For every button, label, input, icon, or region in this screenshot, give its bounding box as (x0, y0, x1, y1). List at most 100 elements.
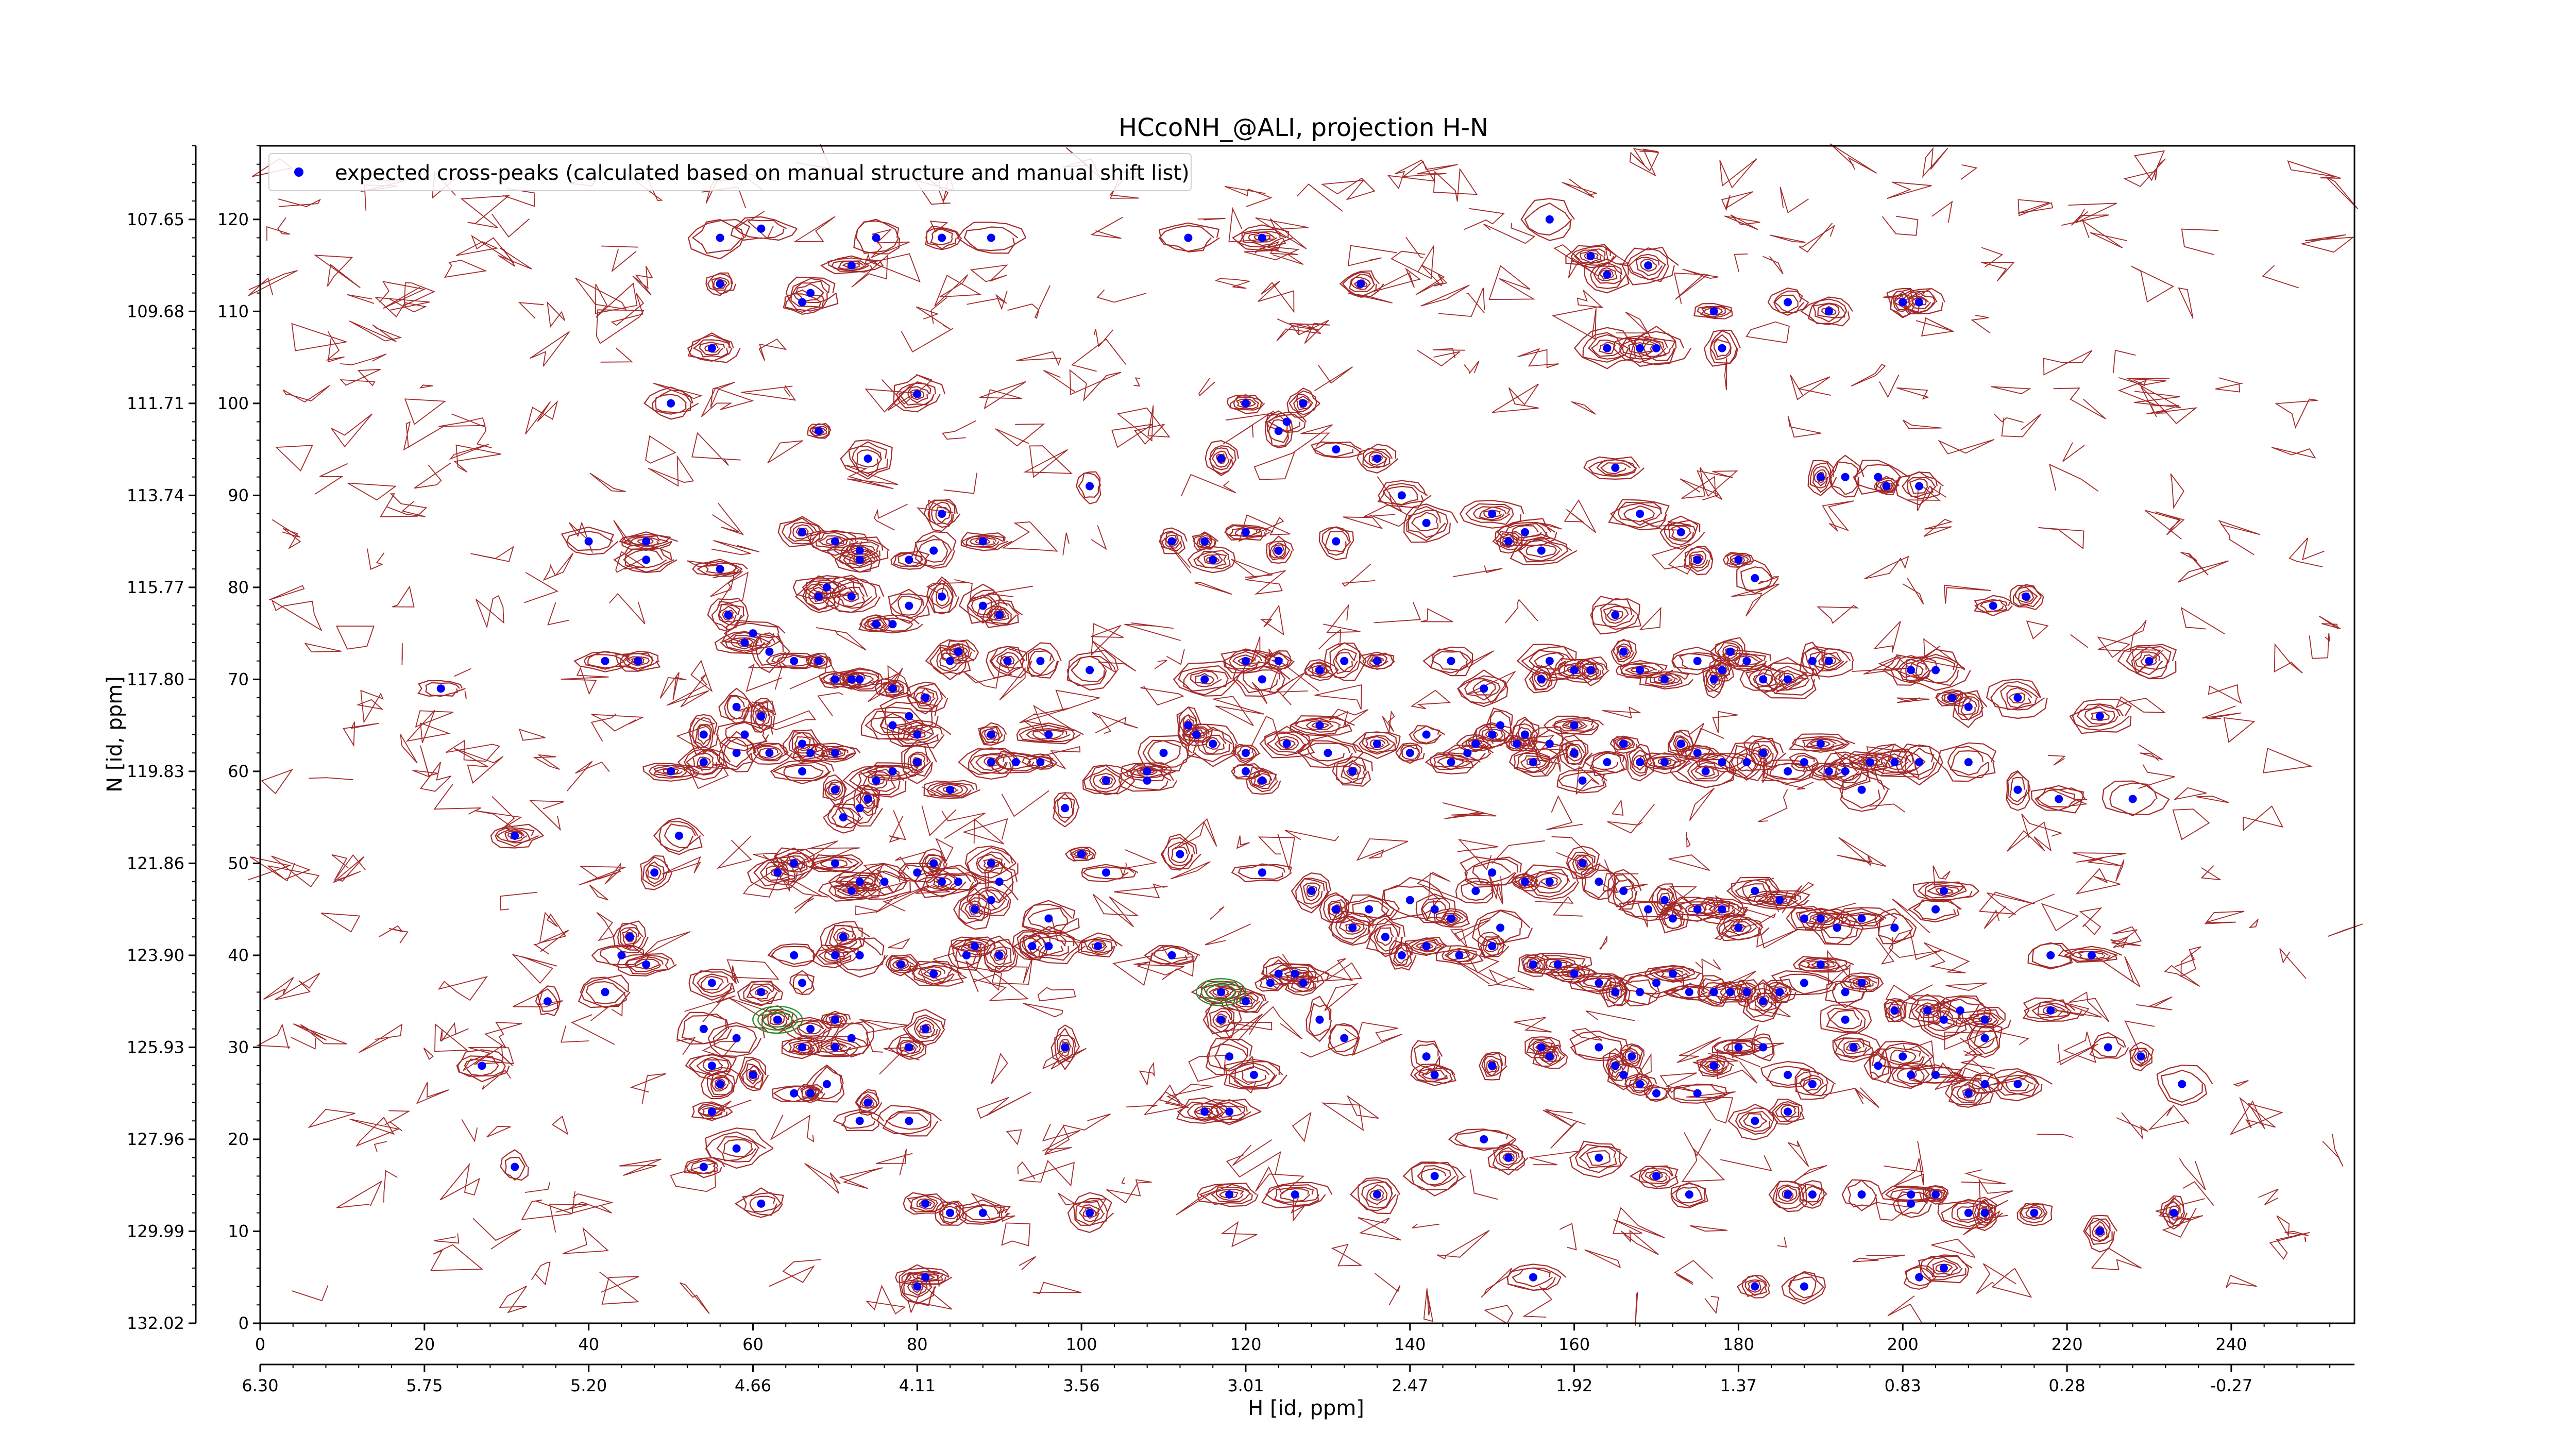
cross-peak-point (1660, 758, 1669, 767)
cross-peak-point (601, 988, 609, 997)
noise-contour (1412, 1223, 1440, 1228)
noise-contour (1348, 293, 1393, 304)
cross-peak-point (1373, 454, 1381, 463)
noise-contour (711, 540, 760, 555)
cross-peak-point (1709, 675, 1718, 684)
noise-contour (2063, 1031, 2097, 1064)
noise-contour (419, 384, 433, 389)
y-ppm-tick-label: 123.90 (127, 946, 184, 965)
noise-contour (1016, 351, 1062, 366)
y-axis-label: N [id, ppm] (103, 676, 127, 793)
cross-peak-point (913, 730, 922, 739)
contour-ring (739, 1058, 767, 1090)
y-ppm-tick-label: 121.86 (127, 853, 184, 873)
noise-contour (349, 321, 402, 342)
contour-ring (1718, 915, 1764, 941)
contour-ring (1341, 760, 1366, 783)
noise-contour (543, 552, 574, 581)
contour-ring (1575, 855, 1592, 871)
contour-ring (806, 1064, 845, 1103)
contour-ring (684, 749, 725, 776)
contour-ring (1528, 726, 1572, 762)
noise-contour (1933, 865, 1951, 889)
contour-ring (1484, 1055, 1502, 1077)
noise-contour (934, 274, 982, 307)
contour-ring (743, 981, 781, 1005)
contour-ring (834, 544, 881, 573)
contour-ring (925, 227, 960, 250)
contour-ring (900, 1041, 919, 1054)
contour-ring (1265, 412, 1307, 433)
noise-contour (1616, 311, 1652, 339)
contour-ring (1483, 510, 1502, 518)
contour-ring (1318, 527, 1354, 561)
noise-contour (1120, 849, 1158, 878)
contour-ring (1210, 1186, 1252, 1203)
cross-peak-point (938, 878, 946, 886)
cross-peak-point (798, 528, 807, 536)
noise-contour (1255, 217, 1309, 249)
contour-ring (1533, 1046, 1566, 1067)
contour-ring (504, 1156, 526, 1181)
noise-contour (1180, 474, 1236, 497)
contour-ring (901, 739, 937, 784)
cross-peak-point (1578, 776, 1587, 785)
noise-contour (472, 1218, 521, 1250)
cross-peak-point (1923, 1006, 1932, 1015)
noise-contour (568, 1202, 613, 1214)
noise-contour (1887, 1295, 1922, 1323)
noise-contour (439, 1022, 469, 1042)
noise-contour (1228, 207, 1275, 243)
noise-contour (1745, 321, 1790, 344)
contour-ring (951, 936, 996, 957)
noise-contour (887, 665, 912, 696)
contour-ring (1932, 1260, 1958, 1275)
contour-ring (1836, 908, 1887, 927)
noise-contour (474, 810, 522, 835)
noise-contour (403, 421, 445, 451)
contour-ring (699, 341, 725, 356)
cross-peak-point (1890, 1006, 1899, 1015)
cross-peak-point (806, 1089, 815, 1098)
noise-contour (1681, 467, 1723, 500)
noise-contour (1374, 601, 1421, 624)
cross-peak-point (1241, 767, 1250, 776)
noise-contour (943, 473, 978, 494)
contour-ring (1840, 972, 1884, 992)
cross-peak-point (2055, 795, 2063, 803)
noise-contour (313, 255, 361, 289)
cross-peak-point (1849, 1043, 1858, 1052)
contour-ring (1683, 546, 1714, 576)
noise-contour (590, 1003, 623, 1021)
noise-contour (991, 1053, 1008, 1084)
cross-peak-point (1044, 942, 1053, 951)
contour-ring (1280, 1188, 1311, 1202)
noise-contour (1420, 284, 1470, 307)
contour-ring (1515, 723, 1536, 745)
noise-contour (2301, 234, 2355, 253)
noise-contour (921, 786, 937, 798)
contour-ring (831, 260, 870, 272)
x-ppm-tick-label: 1.37 (1720, 1376, 1757, 1395)
cross-peak-point (863, 1098, 872, 1107)
contour-ring (1846, 1042, 1861, 1052)
noise-contour (1639, 606, 1662, 630)
contour-ring (1780, 1104, 1797, 1118)
contour-ring (893, 552, 926, 567)
cross-peak-point (1348, 767, 1357, 776)
cross-peak-point (732, 749, 741, 757)
contour-ring (2008, 692, 2026, 704)
contour-ring (1066, 655, 1113, 686)
contour-ring (867, 619, 886, 629)
contour-ring (837, 260, 867, 270)
contour-ring (776, 654, 812, 667)
cross-peak-point (855, 804, 864, 813)
contour-ring (1751, 1033, 1775, 1062)
noise-contour (2180, 552, 2209, 576)
contour-ring (958, 748, 1022, 780)
contour-ring (989, 646, 1026, 676)
noise-contour (2061, 211, 2109, 226)
noise-contour (1866, 1254, 1905, 1260)
contour-ring (1526, 544, 1557, 558)
contour-ring (916, 1198, 936, 1210)
